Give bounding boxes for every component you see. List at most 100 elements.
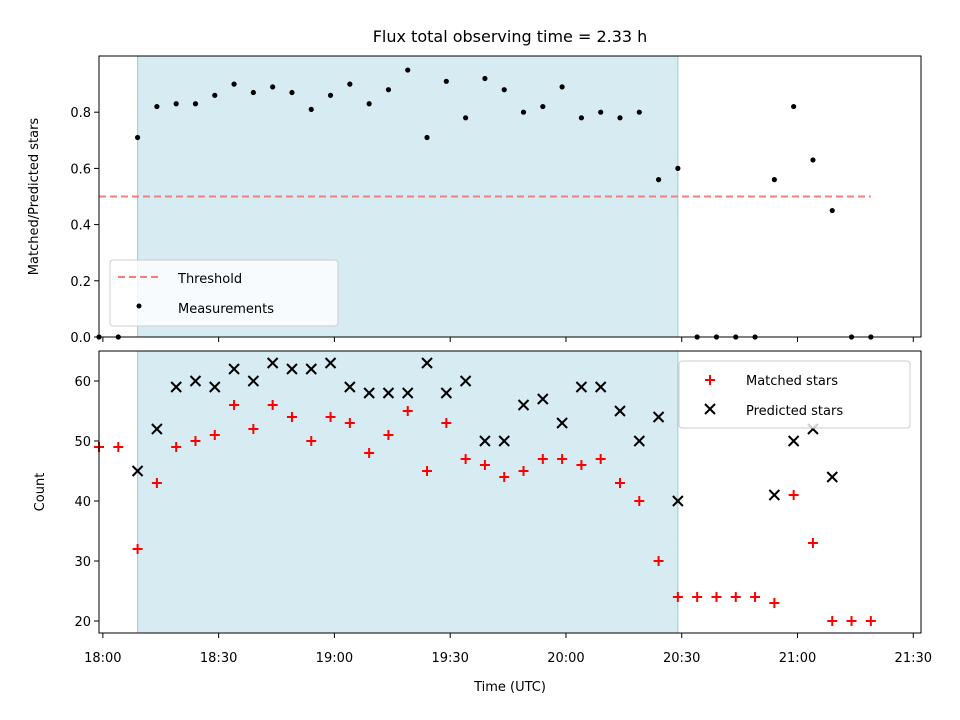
matched-point xyxy=(402,406,413,416)
predicted-point xyxy=(498,435,510,447)
matched-point xyxy=(113,442,124,452)
legend-matched-label: Matched stars xyxy=(746,374,838,389)
measurement-point xyxy=(231,81,237,87)
matched-point xyxy=(267,400,278,410)
matched-point xyxy=(229,400,240,410)
count-y-tick-label: 60 xyxy=(74,375,91,390)
measurement-point xyxy=(463,115,469,121)
matched-point xyxy=(865,616,876,626)
matched-point xyxy=(479,460,490,470)
measurement-point xyxy=(482,75,488,82)
ratio-y-axis-label: Matched/Predicted stars xyxy=(27,118,42,276)
matched-point xyxy=(441,418,452,428)
predicted-point xyxy=(209,381,221,393)
ratio-y-tick-label: 0.2 xyxy=(70,275,91,290)
predicted-point xyxy=(363,387,375,399)
matched-point xyxy=(518,466,529,476)
count-panel: 20 30 40 50 60 18:00 18:30 19:00 19:30 20:00 20:3… xyxy=(33,350,932,695)
predicted-point xyxy=(537,393,549,405)
predicted-point xyxy=(672,495,684,507)
matched-point xyxy=(653,556,664,566)
time-x-tick-label: 20:00 xyxy=(547,651,584,666)
ratio-y-tick-label: 0.8 xyxy=(70,106,91,121)
matched-point xyxy=(750,592,761,602)
count-y-tick-label: 30 xyxy=(74,555,91,570)
matched-point xyxy=(460,454,471,464)
measurement-point xyxy=(598,109,604,115)
matched-point xyxy=(846,616,857,626)
time-x-tick-label: 20:30 xyxy=(663,651,700,666)
count-y-axis-label: Count xyxy=(33,473,48,512)
measurement-point xyxy=(829,207,835,214)
measurement-point xyxy=(134,134,141,141)
predicted-point xyxy=(633,435,645,447)
measurement-point xyxy=(308,106,314,112)
matched-point xyxy=(557,454,568,464)
predicted-point xyxy=(151,423,163,435)
measurement-point xyxy=(520,109,527,115)
predicted-point xyxy=(517,399,530,411)
chart-title: Flux total observing time = 2.33 h xyxy=(373,27,648,46)
legend-matched-swatch xyxy=(705,375,715,385)
predicted-point xyxy=(286,363,298,375)
time-x-tick-label: 19:30 xyxy=(431,651,468,666)
observing-span-bottom xyxy=(137,350,679,634)
predicted-point xyxy=(189,375,202,387)
matched-point xyxy=(614,478,625,488)
count-y-tick-label: 40 xyxy=(74,495,91,510)
measurement-point xyxy=(771,177,777,183)
predicted-point xyxy=(382,387,395,399)
ratio-legend: Threshold Measurements xyxy=(109,259,339,327)
measurement-point xyxy=(443,78,449,84)
measurement-point xyxy=(366,101,372,107)
time-x-tick-label: 21:30 xyxy=(895,651,932,666)
measurement-point xyxy=(270,84,276,90)
legend-measurements-swatch xyxy=(136,303,142,309)
matched-point xyxy=(576,460,587,470)
ratio-y-tick-label: 0.6 xyxy=(70,162,91,177)
matched-point xyxy=(730,592,741,602)
matched-point xyxy=(286,412,297,422)
matched-point xyxy=(499,472,510,482)
predicted-point xyxy=(305,363,317,375)
time-x-tick-label: 21:00 xyxy=(779,651,816,666)
measurement-point xyxy=(617,115,623,121)
measurement-point xyxy=(250,89,256,96)
matched-point xyxy=(151,478,162,488)
matched-point xyxy=(364,448,375,458)
ratio-panel: 0.00.20.40.60.8 Matched/Predicted stars … xyxy=(27,55,922,346)
predicted-point xyxy=(594,381,607,393)
legend-predicted-label: Predicted stars xyxy=(746,404,843,419)
measurement-point xyxy=(559,84,565,90)
measurement-point xyxy=(424,134,430,141)
measurement-point xyxy=(791,103,797,110)
measurement-point xyxy=(212,92,218,98)
predicted-point xyxy=(556,417,568,429)
time-x-tick-label: 18:00 xyxy=(84,651,121,666)
matched-point xyxy=(325,412,336,422)
measurement-point xyxy=(173,101,179,107)
matched-point xyxy=(788,490,799,500)
matched-point xyxy=(209,430,220,440)
matched-point xyxy=(769,598,780,608)
measurement-point xyxy=(192,101,199,107)
measurement-point xyxy=(636,109,642,115)
predicted-point xyxy=(479,435,491,447)
measurement-point xyxy=(405,67,411,73)
matched-point xyxy=(344,418,355,428)
matched-point xyxy=(634,496,645,506)
predicted-point xyxy=(787,435,800,447)
matched-point xyxy=(595,454,606,464)
measurement-point xyxy=(385,87,392,93)
predicted-point xyxy=(768,489,781,501)
predicted-point xyxy=(440,387,453,399)
matched-point xyxy=(190,436,201,446)
predicted-point xyxy=(459,375,472,387)
matched-point xyxy=(692,592,703,602)
predicted-point xyxy=(344,381,356,393)
measurement-point xyxy=(154,103,160,110)
count-legend: Matched stars Predicted stars xyxy=(678,360,911,429)
matched-point xyxy=(171,442,182,452)
ratio-y-tick-label: 0.4 xyxy=(70,219,91,234)
measurement-point xyxy=(540,103,546,110)
